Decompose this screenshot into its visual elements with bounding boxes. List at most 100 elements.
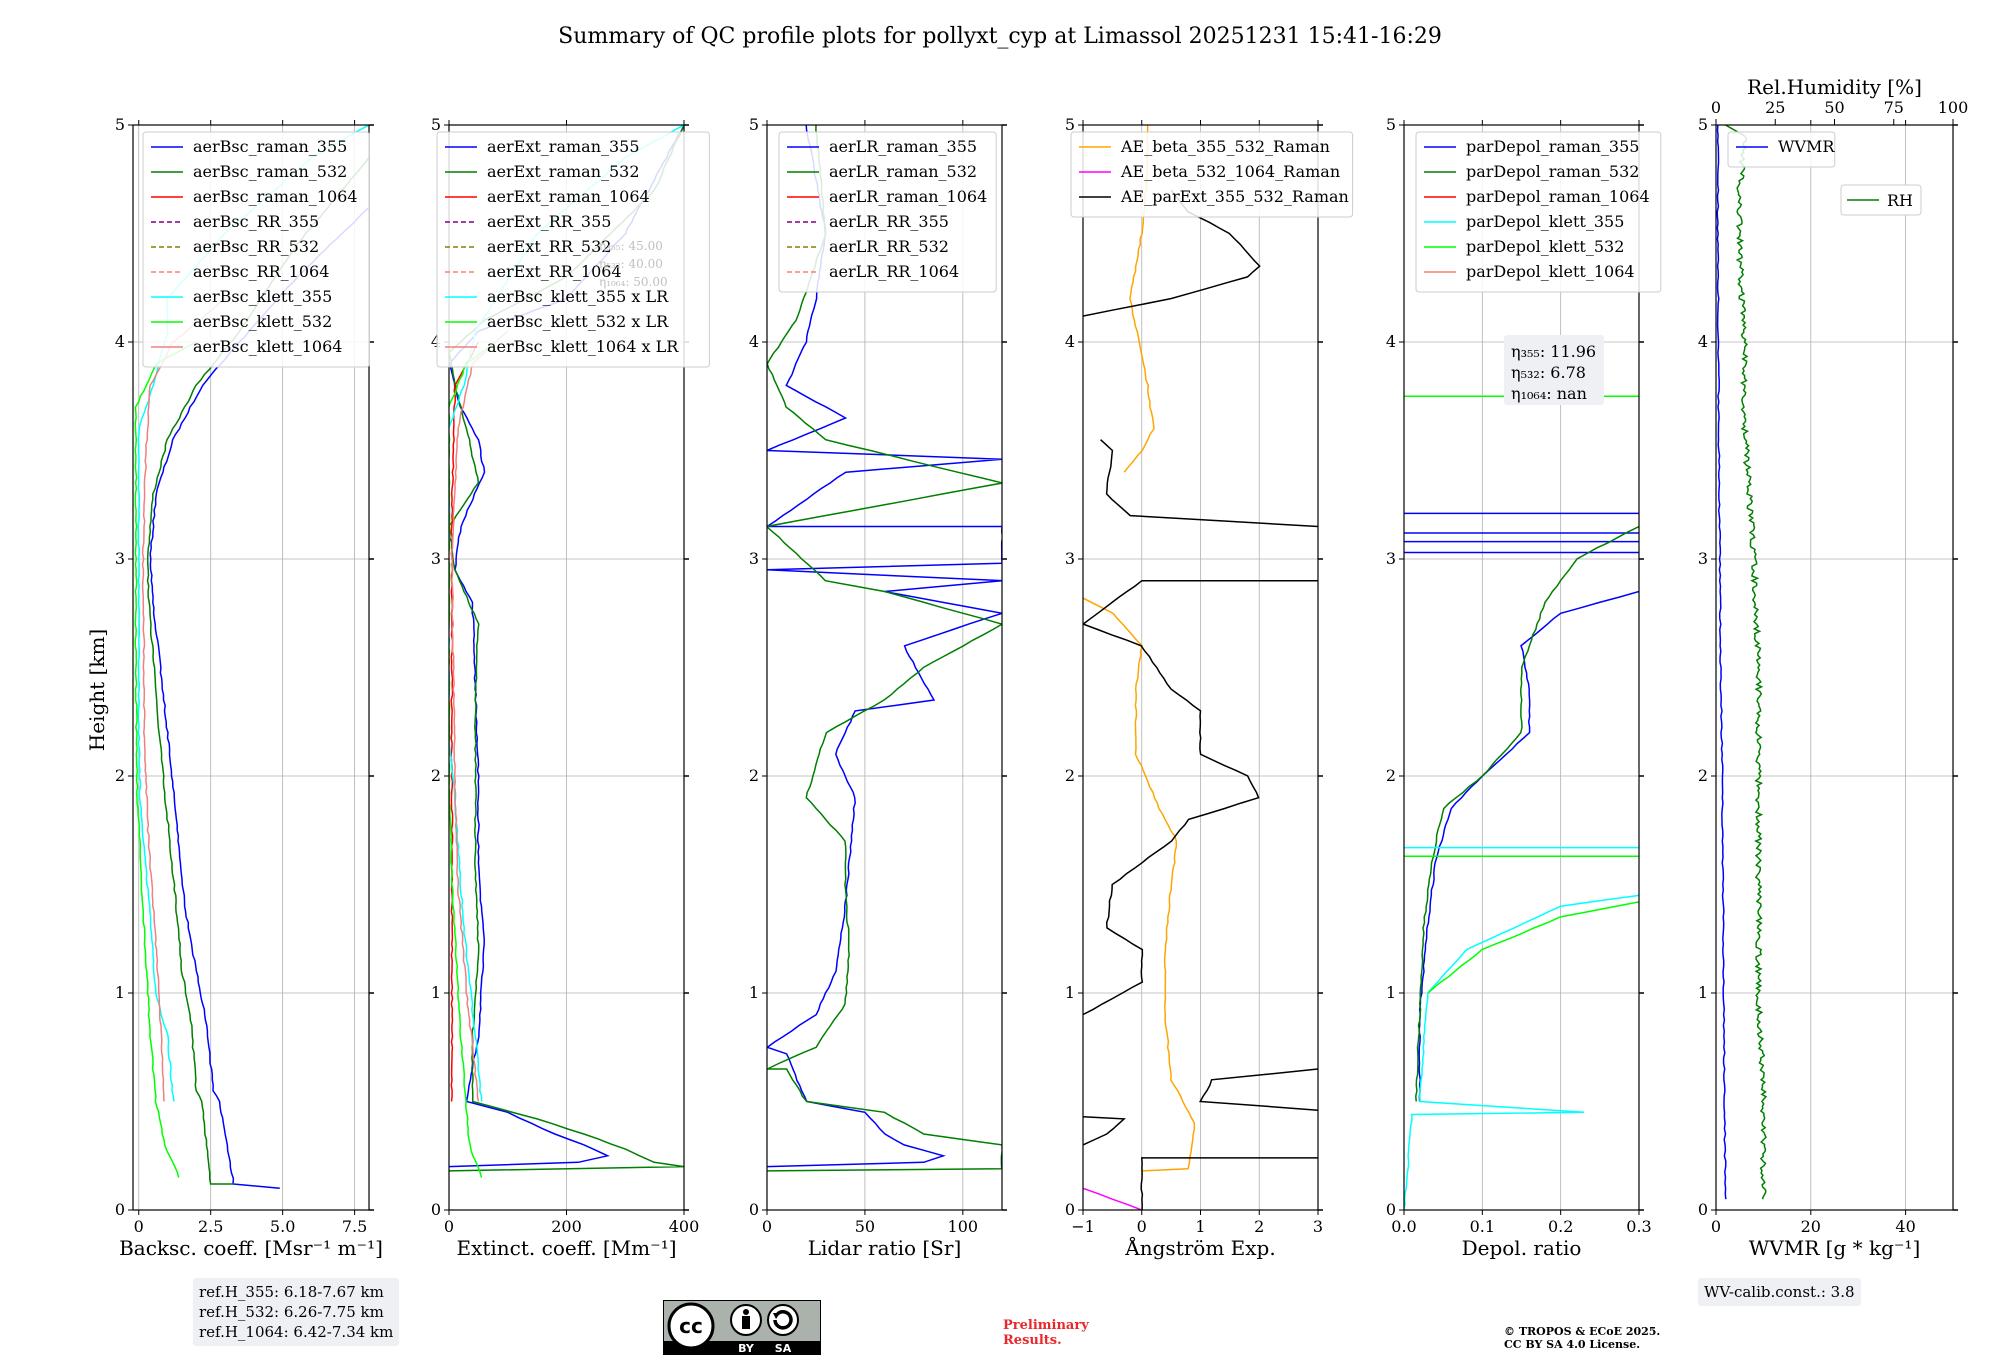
y-tick-label: 3 <box>1698 549 1708 568</box>
legend-box <box>142 131 370 368</box>
series-line-aerBsc_raman_355 <box>149 206 369 1190</box>
top-x-tick-label: 100 <box>1938 98 1969 117</box>
x-tick-label: 0.1 <box>1470 1217 1495 1236</box>
legend-label: aerExt_RR_532 <box>487 237 611 256</box>
series-line-AE_parExt_355_532_Raman_d <box>1083 579 1318 1016</box>
x-tick-label: 0 <box>1137 1217 1147 1236</box>
y-tick-label: 1 <box>749 983 759 1002</box>
lr-label: η₃₅₅: 45.00 <box>599 239 663 253</box>
y-tick-label: 1 <box>1698 983 1708 1002</box>
x-tick-label: 5.0 <box>270 1217 295 1236</box>
x-tick-label: 2 <box>1254 1217 1264 1236</box>
x-tick-label: 0.3 <box>1626 1217 1651 1236</box>
series-group <box>767 125 1002 1172</box>
legend-box <box>778 131 997 293</box>
wv-calibration-box: WV-calib.const.: 3.8 <box>1698 1278 1861 1306</box>
x-tick-label: 2.5 <box>198 1217 223 1236</box>
y-tick-label: 0 <box>431 1200 441 1219</box>
y-tick-label: 3 <box>1065 549 1075 568</box>
panel-6: 0 20 40 0 1 2 3 4 5 WVMR [g * kg⁻¹] WVMR RH 0 25 50 75 1… <box>1698 75 1968 1260</box>
figure-title: Summary of QC profile plots for pollyxt_… <box>558 24 1442 49</box>
y-tick-label: 2 <box>1065 766 1075 785</box>
y-tick-label: 0 <box>115 1200 125 1219</box>
series-line-WVMR <box>1716 125 1727 1200</box>
series-line-AE_parExt_355_532_Raman_c <box>1198 1068 1318 1111</box>
preliminary-results-note: Preliminary Results. <box>1003 1318 1089 1348</box>
y-tick-label: 0 <box>1065 1200 1075 1219</box>
legend-box <box>436 131 710 368</box>
y-tick-label: 5 <box>115 115 125 134</box>
series-line-parDepol_klett_355 <box>1404 894 1639 1210</box>
legend-label: AE_beta_355_532_Raman <box>1120 137 1330 156</box>
y-tick-label: 5 <box>1065 115 1075 134</box>
x-tick-label: 0.0 <box>1391 1217 1416 1236</box>
top-x-tick-label: 50 <box>1824 98 1844 117</box>
legend-label: parDepol_raman_1064 <box>1466 187 1650 206</box>
legend-label: aerBsc_raman_1064 <box>193 187 358 206</box>
series-line-aerBsc_klett_532 <box>134 341 197 1178</box>
series-group <box>1404 395 1639 1210</box>
svg-text:cc: cc <box>679 1314 703 1338</box>
share-alike-icon <box>767 1304 799 1336</box>
series-line-AE_beta_355_532_Raman <box>1083 597 1196 1172</box>
legend-box <box>1070 131 1354 218</box>
eta-label: η₃₅₅: 11.96 <box>1511 342 1596 361</box>
axes-frame <box>1715 124 1954 1211</box>
y-tick-label: 4 <box>1386 332 1396 351</box>
top-x-tick-label: 0 <box>1711 98 1721 117</box>
x-axis-label: Depol. ratio <box>1462 1236 1582 1260</box>
x-tick-label: 50 <box>855 1217 875 1236</box>
series-group <box>1716 125 1768 1200</box>
cc-icon <box>667 1302 715 1350</box>
refbox-line-532: ref.H_532: 6.26-7.75 km <box>199 1303 384 1321</box>
top-x-tick-label: 75 <box>1884 98 1904 117</box>
panel-2: 0 200 400 0 1 2 3 4 5 Extinct. coeff. [Mm⁻¹] aerEx… <box>431 115 710 1260</box>
y-tick-label: 5 <box>749 115 759 134</box>
y-tick-label: 3 <box>749 549 759 568</box>
legend-box <box>1727 131 1836 168</box>
series-line-aerBsc_klett_1064 x LR <box>450 330 509 1102</box>
legend-label: parDepol_raman_532 <box>1466 162 1639 181</box>
panel-3: 0 50 100 0 1 2 3 4 5 Lidar ratio [Sr] aerLR_raman_… <box>749 115 1007 1260</box>
series-line-aerLR_raman_532 <box>767 125 1002 1172</box>
y-tick-label: 3 <box>1386 549 1396 568</box>
prelim-line-1: Preliminary <box>1003 1318 1089 1333</box>
top-x-axis-label: Rel.Humidity [%] <box>1747 75 1922 99</box>
legend-label: aerExt_raman_355 <box>487 137 640 156</box>
legend-label: aerBsc_raman_532 <box>193 162 347 181</box>
x-tick-label: 0 <box>134 1217 144 1236</box>
legend-label: parDepol_klett_532 <box>1466 237 1624 256</box>
y-axis-label: Height [km] <box>85 629 109 751</box>
legend-label: aerBsc_klett_1064 <box>193 337 342 356</box>
lr-label: η₅₃₂: 40.00 <box>599 257 663 271</box>
x-tick-label: 0 <box>762 1217 772 1236</box>
copyright-note: © TROPOS & ECoE 2025. CC BY SA 4.0 Licen… <box>1504 1325 1660 1351</box>
legend-label: AE_parExt_355_532_Raman <box>1120 187 1349 206</box>
y-tick-label: 3 <box>431 549 441 568</box>
series-line-parDepol_raman_355 <box>1418 590 1639 1102</box>
eta-label: η₅₃₂: 6.78 <box>1511 363 1586 382</box>
y-tick-label: 5 <box>1698 115 1708 134</box>
eta-box <box>1504 335 1604 405</box>
x-tick-label: 7.5 <box>342 1217 367 1236</box>
legend-label: aerBsc_klett_355 <box>193 287 332 306</box>
y-tick-label: 4 <box>1065 332 1075 351</box>
legend-label: aerBsc_klett_532 <box>193 312 332 331</box>
series-line-aerBsc_klett_1064 <box>141 298 226 1102</box>
legend2-label: RH <box>1887 191 1913 210</box>
x-tick-label: 100 <box>948 1217 979 1236</box>
legend-label: aerBsc_raman_355 <box>193 137 347 156</box>
legend-label: aerLR_RR_355 <box>829 212 949 231</box>
y-tick-label: 4 <box>749 332 759 351</box>
y-tick-label: 1 <box>1386 983 1396 1002</box>
legend-label: aerLR_raman_1064 <box>829 187 987 206</box>
y-tick-label: 3 <box>115 549 125 568</box>
series-line-aerExt_raman_1064 <box>450 341 480 1102</box>
y-tick-label: 2 <box>749 766 759 785</box>
legend-label: aerLR_raman_532 <box>829 162 977 181</box>
x-tick-label: 400 <box>669 1217 700 1236</box>
axes-frame <box>132 124 370 1211</box>
x-tick-label: 200 <box>551 1217 582 1236</box>
